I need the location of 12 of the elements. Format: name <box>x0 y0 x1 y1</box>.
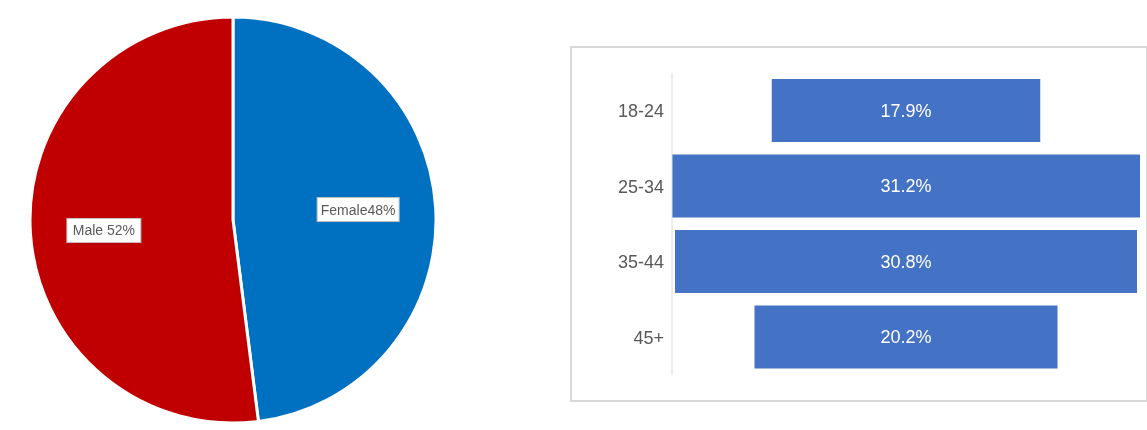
data-label: 52% <box>103 222 136 239</box>
data-label: 48% <box>367 201 396 218</box>
category-label: 18-24 <box>617 101 664 122</box>
slice-label: Female <box>320 201 368 218</box>
slice-label: Male <box>72 222 104 239</box>
category-label: 25-34 <box>617 176 664 197</box>
data-label: 17.9% <box>880 100 932 121</box>
data-label: 31.2% <box>880 176 932 197</box>
category-label: 35-44 <box>617 252 664 273</box>
data-label: 30.8% <box>880 251 932 272</box>
data-label: 20.2% <box>880 327 932 348</box>
category-label: 45+ <box>633 327 664 348</box>
